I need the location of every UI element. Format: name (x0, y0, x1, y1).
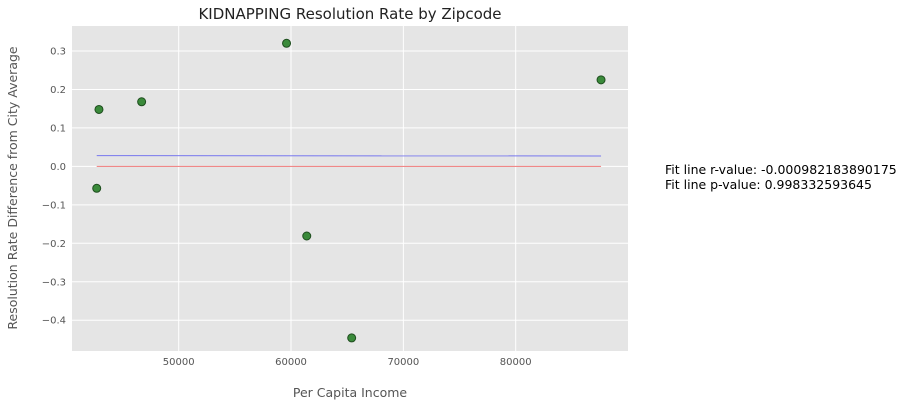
data-points (92, 38, 606, 343)
y-axis-label: Resolution Rate Difference from City Ave… (5, 46, 20, 330)
x-axis-label: Per Capita Income (293, 385, 408, 400)
data-point (94, 104, 104, 114)
r-value-annotation: Fit line r-value: -0.000982183890175 (665, 162, 897, 177)
data-point (282, 38, 292, 48)
data-point (302, 231, 312, 241)
y-tick-label: 0.1 (50, 123, 66, 134)
x-axis-ticks: 50000 60000 70000 80000 (163, 357, 532, 368)
x-tick-label: 50000 (163, 357, 195, 368)
data-point (596, 75, 606, 85)
x-tick-label: 70000 (387, 357, 419, 368)
y-tick-label: 0.0 (50, 162, 66, 173)
y-tick-label: −0.2 (42, 239, 66, 250)
chart-title: KIDNAPPING Resolution Rate by Zipcode (198, 5, 501, 23)
x-tick-label: 80000 (500, 357, 532, 368)
y-tick-label: −0.4 (42, 316, 66, 327)
y-tick-label: −0.1 (42, 200, 66, 211)
data-point (347, 333, 357, 343)
y-tick-label: −0.3 (42, 277, 66, 288)
data-point (137, 97, 147, 107)
reference-lines (96, 155, 602, 167)
p-value-annotation: Fit line p-value: 0.998332593645 (665, 177, 872, 192)
x-tick-label: 60000 (275, 357, 307, 368)
data-point (92, 183, 102, 193)
y-axis-ticks: −0.4 −0.3 −0.2 −0.1 0.0 0.1 0.2 0.3 (42, 47, 66, 327)
y-tick-label: 0.3 (50, 47, 66, 58)
y-tick-label: 0.2 (50, 85, 66, 96)
plot-area (72, 26, 628, 351)
